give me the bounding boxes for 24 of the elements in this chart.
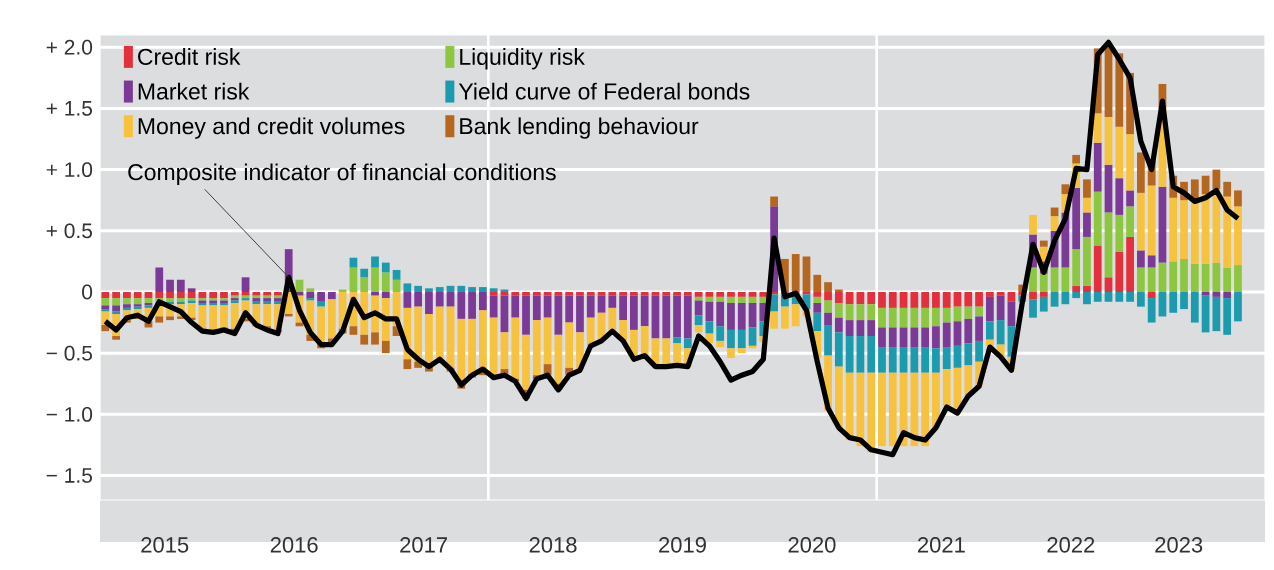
y-tick-label: 0 — [82, 284, 93, 300]
x-tick-label: 2017 — [400, 537, 447, 553]
x-tick-label: 2016 — [270, 537, 318, 553]
x-tick-label: 2019 — [659, 537, 706, 553]
y-tick-label: + 2.0 — [46, 39, 93, 55]
legend-label: Yield curve of Federal bonds — [458, 82, 750, 100]
legend-label: Credit risk — [138, 48, 241, 65]
y-tick-label: + 1.0 — [46, 162, 93, 178]
x-tick-label: 2022 — [1047, 537, 1095, 553]
y-tick-label: + 1.5 — [46, 101, 93, 116]
x-tick-label: 2023 — [1155, 537, 1203, 553]
x-tick-label: 2020 — [788, 537, 836, 553]
x-tick-label: 2015 — [141, 537, 189, 553]
legend-label: Liquidity risk — [460, 48, 585, 70]
annotation: Composite indicator of financial conditions — [128, 163, 556, 185]
legend-label: Market risk — [138, 82, 250, 100]
y-tick-label: − 1.5 — [46, 468, 93, 483]
x-tick-label: 2021 — [918, 537, 965, 553]
legend-label: Money and credit volumes — [138, 117, 405, 139]
legend-label: Bank lending behaviour — [460, 117, 699, 139]
y-tick-label: − 1.0 — [46, 406, 93, 422]
x-tick-label: 2018 — [529, 537, 577, 553]
y-tick-label: + 0.5 — [46, 223, 93, 239]
y-tick-label: − 0.5 — [46, 345, 93, 361]
